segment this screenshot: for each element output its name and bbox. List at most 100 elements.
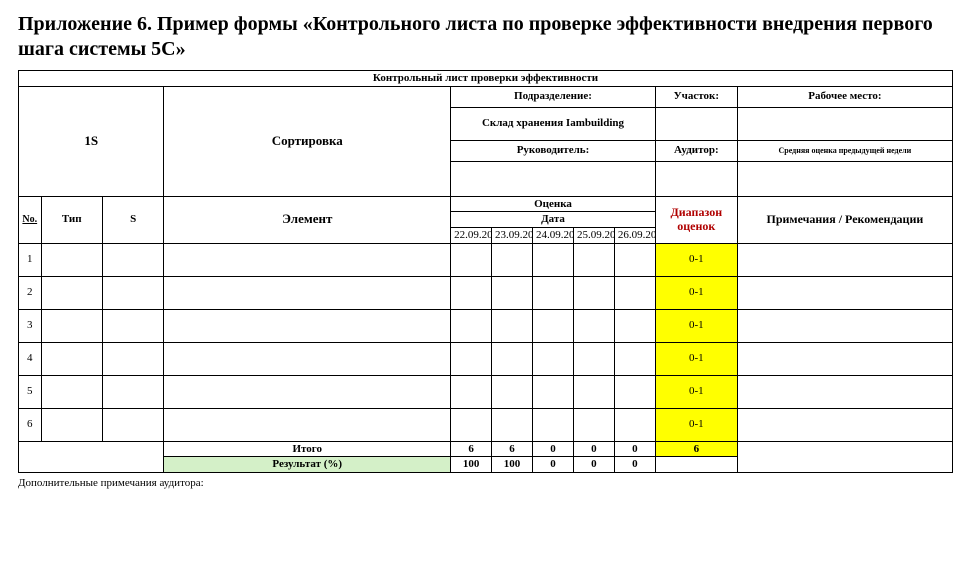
date-0: 22.09.2015 [451, 227, 492, 243]
col-notes: Примечания / Рекомендации [737, 196, 952, 243]
cell [451, 243, 492, 276]
auditor-label: Аудитор: [655, 140, 737, 161]
result-val: 100 [451, 457, 492, 473]
prev-avg-value [737, 161, 952, 196]
col-element: Элемент [164, 196, 451, 243]
cell [492, 276, 533, 309]
workplace-value [737, 107, 952, 140]
cell [573, 276, 614, 309]
itogo-range: 6 [655, 441, 737, 457]
result-val: 0 [533, 457, 574, 473]
cell [451, 375, 492, 408]
manager-value [451, 161, 656, 196]
date-1: 23.09.2015 [492, 227, 533, 243]
row-notes [737, 408, 952, 441]
result-val: 100 [492, 457, 533, 473]
row-element [164, 375, 451, 408]
col-date: Дата [451, 212, 656, 228]
row-no: 4 [19, 342, 42, 375]
row-s [102, 408, 163, 441]
itogo-val: 0 [533, 441, 574, 457]
spacer [655, 457, 737, 473]
row-element [164, 408, 451, 441]
spacer [737, 457, 952, 473]
row-type [41, 243, 102, 276]
cell [533, 408, 574, 441]
row-range: 0-1 [655, 243, 737, 276]
itogo-val: 6 [492, 441, 533, 457]
col-no: No. [19, 196, 42, 243]
row-s [102, 309, 163, 342]
col-rating: Оценка [451, 196, 656, 212]
result-label: Результат (%) [164, 457, 451, 473]
cell [614, 342, 655, 375]
cell [533, 375, 574, 408]
cell [614, 309, 655, 342]
row-range: 0-1 [655, 276, 737, 309]
s-label: 1S [19, 86, 164, 196]
cell [492, 309, 533, 342]
row-notes [737, 342, 952, 375]
cell [492, 408, 533, 441]
row-no: 2 [19, 276, 42, 309]
auditor-value [655, 161, 737, 196]
area-label: Участок: [655, 86, 737, 107]
cell [533, 342, 574, 375]
table-title: Контрольный лист проверки эффективности [19, 71, 953, 87]
row-element [164, 243, 451, 276]
cell [533, 309, 574, 342]
cell [614, 375, 655, 408]
row-notes [737, 375, 952, 408]
cell [451, 408, 492, 441]
row-type [41, 309, 102, 342]
row-range: 0-1 [655, 408, 737, 441]
document-title: Приложение 6. Пример формы «Контрольного… [18, 12, 953, 62]
col-type: Тип [41, 196, 102, 243]
footer-note: Дополнительные примечания аудитора: [18, 477, 953, 489]
date-2: 24.09.2015 [533, 227, 574, 243]
row-notes [737, 276, 952, 309]
cell [492, 243, 533, 276]
spacer [19, 457, 164, 473]
row-s [102, 243, 163, 276]
row-type [41, 276, 102, 309]
subdivision-label: Подразделение: [451, 86, 656, 107]
row-no: 1 [19, 243, 42, 276]
row-type [41, 408, 102, 441]
col-s: S [102, 196, 163, 243]
row-range: 0-1 [655, 342, 737, 375]
cell [573, 408, 614, 441]
col-range: Диапазон оценок [655, 196, 737, 243]
row-type [41, 375, 102, 408]
date-3: 25.09.2015 [573, 227, 614, 243]
cell [573, 309, 614, 342]
cell [573, 243, 614, 276]
sort-label: Сортировка [164, 86, 451, 196]
row-s [102, 276, 163, 309]
cell [614, 408, 655, 441]
row-notes [737, 309, 952, 342]
row-element [164, 342, 451, 375]
itogo-val: 0 [614, 441, 655, 457]
row-no: 3 [19, 309, 42, 342]
row-element [164, 309, 451, 342]
row-s [102, 375, 163, 408]
row-no: 5 [19, 375, 42, 408]
result-val: 0 [573, 457, 614, 473]
itogo-val: 6 [451, 441, 492, 457]
row-notes [737, 243, 952, 276]
row-s [102, 342, 163, 375]
manager-label: Руководитель: [451, 140, 656, 161]
row-no: 6 [19, 408, 42, 441]
cell [573, 342, 614, 375]
date-4: 26.09.2015 [614, 227, 655, 243]
cell [451, 276, 492, 309]
spacer [19, 441, 164, 457]
cell [492, 375, 533, 408]
row-type [41, 342, 102, 375]
itogo-val: 0 [573, 441, 614, 457]
cell [573, 375, 614, 408]
cell [533, 276, 574, 309]
cell [533, 243, 574, 276]
workplace-label: Рабочее место: [737, 86, 952, 107]
